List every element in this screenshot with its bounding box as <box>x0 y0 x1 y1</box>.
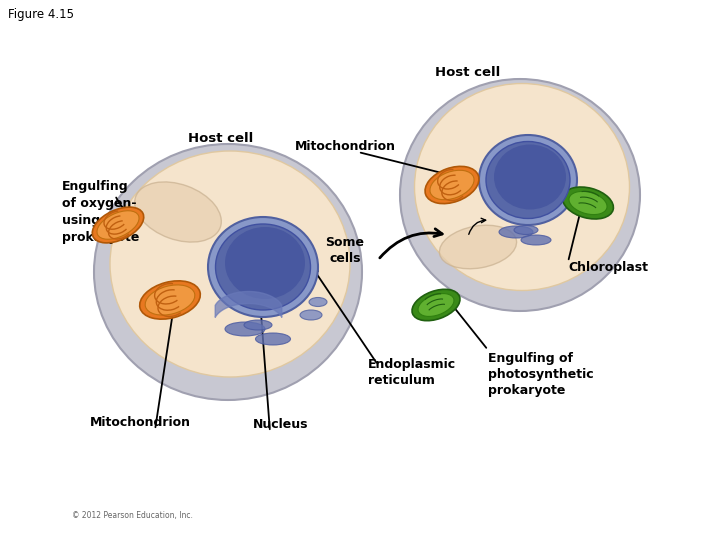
Ellipse shape <box>569 191 607 214</box>
Ellipse shape <box>514 226 538 234</box>
Ellipse shape <box>300 310 322 320</box>
Ellipse shape <box>140 281 200 319</box>
Ellipse shape <box>412 289 460 321</box>
Text: Engulfing of
photosynthetic
prokaryote: Engulfing of photosynthetic prokaryote <box>488 352 593 397</box>
Ellipse shape <box>94 144 362 400</box>
Ellipse shape <box>499 226 533 238</box>
Ellipse shape <box>208 217 318 317</box>
Ellipse shape <box>225 227 305 299</box>
Ellipse shape <box>521 235 551 245</box>
Ellipse shape <box>215 224 310 310</box>
Ellipse shape <box>439 225 516 269</box>
Ellipse shape <box>256 333 290 345</box>
Ellipse shape <box>430 170 474 200</box>
Ellipse shape <box>309 298 327 307</box>
Text: © 2012 Pearson Education, Inc.: © 2012 Pearson Education, Inc. <box>72 511 193 520</box>
Ellipse shape <box>244 320 272 330</box>
Ellipse shape <box>494 145 566 210</box>
Ellipse shape <box>145 285 195 315</box>
Ellipse shape <box>425 166 479 204</box>
Ellipse shape <box>135 182 221 242</box>
Text: Endoplasmic
reticulum: Endoplasmic reticulum <box>368 358 456 387</box>
Text: Mitochondrion: Mitochondrion <box>90 415 191 429</box>
Text: Nucleus: Nucleus <box>253 418 308 431</box>
Ellipse shape <box>97 211 139 239</box>
Ellipse shape <box>400 79 640 311</box>
Text: Some
cells: Some cells <box>325 235 364 265</box>
Text: Host cell: Host cell <box>436 65 500 78</box>
Text: Mitochondrion: Mitochondrion <box>295 140 396 153</box>
Ellipse shape <box>486 141 570 219</box>
Ellipse shape <box>418 294 454 316</box>
Ellipse shape <box>225 322 265 336</box>
Text: Chloroplast: Chloroplast <box>568 261 648 274</box>
Text: Engulfing
of oxygen-
using
prokaryote: Engulfing of oxygen- using prokaryote <box>62 180 140 244</box>
Ellipse shape <box>92 207 144 243</box>
Ellipse shape <box>562 187 613 219</box>
Ellipse shape <box>415 84 629 291</box>
Ellipse shape <box>479 135 577 225</box>
Ellipse shape <box>110 151 350 377</box>
Text: Figure 4.15: Figure 4.15 <box>8 8 74 21</box>
Text: Host cell: Host cell <box>188 132 253 145</box>
